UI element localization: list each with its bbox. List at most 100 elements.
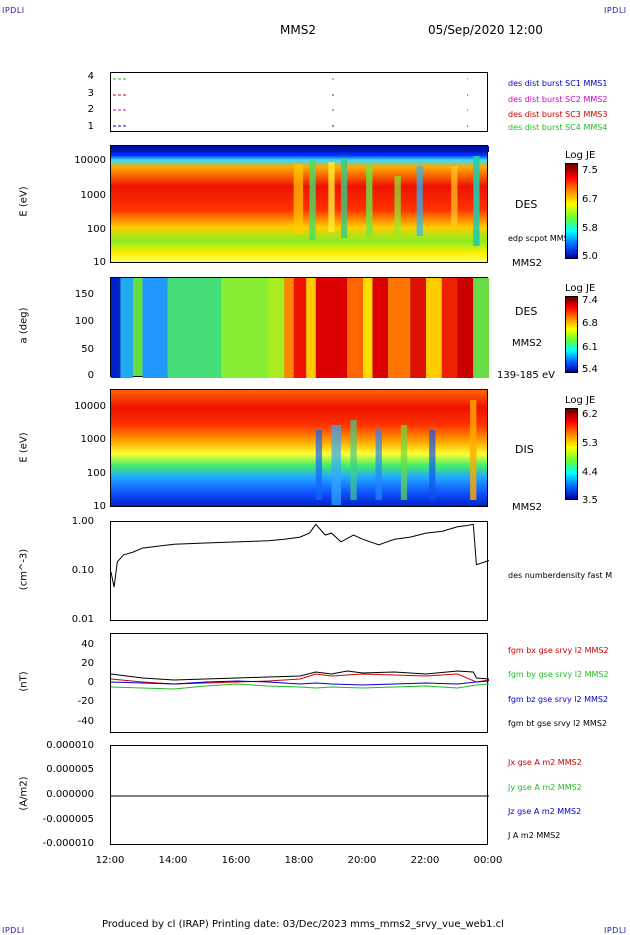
legend-burst-sc1: des dist burst SC1 MMS1 xyxy=(508,79,608,88)
y-tick: -20 xyxy=(77,696,94,707)
corner-label-bl: IPDLI xyxy=(2,926,25,935)
burst-markers xyxy=(113,78,468,127)
pitch-stripe xyxy=(473,278,489,378)
spectrogram-band xyxy=(416,166,423,236)
panel-label-mms2: MMS2 xyxy=(512,502,542,513)
pitch-stripe xyxy=(426,278,442,378)
panel-density xyxy=(110,521,490,621)
legend-burst-sc4: des dist burst SC4 MMS4 xyxy=(508,123,608,132)
x-tick: 12:00 xyxy=(95,855,125,866)
x-tick: 20:00 xyxy=(347,855,377,866)
pitch-stripe xyxy=(120,278,134,378)
pitch-stripe xyxy=(347,278,363,378)
panel-des-energy xyxy=(110,145,489,263)
bfield-plot xyxy=(110,670,490,690)
series-line xyxy=(110,523,490,588)
pitch-stripe xyxy=(457,278,474,378)
legend-jz: Jz gse A m2 MMS2 xyxy=(508,807,582,816)
colorbar-title: Log JE xyxy=(565,395,596,406)
pitch-stripe xyxy=(410,278,426,378)
y-tick: 10 xyxy=(93,501,106,512)
colorbar-tick: 3.5 xyxy=(582,495,598,506)
y-tick: 10 xyxy=(93,257,106,268)
spectrogram-band xyxy=(340,158,348,238)
spectrogram-band xyxy=(328,162,335,232)
spectrogram-band xyxy=(309,160,316,240)
spectrogram-band xyxy=(315,430,323,500)
y-tick: 0.000010 xyxy=(46,740,94,751)
chart-date: 05/Sep/2020 12:00 xyxy=(428,23,543,37)
y-axis-label: (nT) xyxy=(18,671,30,692)
legend-bt: fgm bt gse srvy l2 MMS2 xyxy=(508,719,607,728)
colorbar-tick: 4.4 xyxy=(582,467,598,478)
corner-label-tl: IPDLI xyxy=(2,6,25,15)
colorbar-tick: 6.2 xyxy=(582,409,598,420)
y-tick: 3 xyxy=(87,88,94,99)
y-axis-label: (cm^-3) xyxy=(18,548,30,591)
spectrogram-band xyxy=(111,146,489,152)
colorbar-tick: 6.8 xyxy=(582,318,598,329)
pitch-stripe xyxy=(306,278,316,378)
y-tick: 50 xyxy=(81,344,94,355)
x-tick: 22:00 xyxy=(410,855,440,866)
panel-current xyxy=(110,745,489,845)
colorbar-tick: 7.5 xyxy=(582,165,598,176)
dis-energy-spectrogram xyxy=(315,400,477,505)
y-tick: 0.01 xyxy=(71,614,94,625)
current-plot xyxy=(111,795,489,797)
spectrogram-band xyxy=(331,425,341,505)
legend-j: J A m2 MMS2 xyxy=(508,831,561,840)
colorbar-tick: 5.8 xyxy=(582,223,598,234)
panel-label-scpot: edp scpot MMS2 xyxy=(508,234,574,243)
y-tick: 4 xyxy=(87,71,94,82)
y-tick: 40 xyxy=(81,639,94,650)
legend-by: fgm by gse srvy l2 MMS2 xyxy=(508,670,609,679)
y-tick: 10000 xyxy=(74,155,106,166)
colorbar xyxy=(565,163,578,259)
legend-burst-sc3: des dist burst SC3 MMS3 xyxy=(508,110,608,119)
y-axis-label: a (deg) xyxy=(18,307,30,344)
pitch-stripe xyxy=(167,278,222,378)
pitch-stripe xyxy=(388,278,411,378)
y-tick: 150 xyxy=(74,289,94,300)
series-line xyxy=(110,683,490,690)
y-tick: 1000 xyxy=(80,434,106,445)
pitch-stripe xyxy=(111,278,121,378)
colorbar-tick: 5.3 xyxy=(582,438,598,449)
y-tick: 0.10 xyxy=(71,565,94,576)
series-line xyxy=(110,680,490,686)
spectrogram-band xyxy=(293,164,304,234)
y-tick: 100 xyxy=(86,468,106,479)
pitch-stripe xyxy=(268,278,285,378)
y-tick: 10000 xyxy=(74,401,106,412)
x-tick: 00:00 xyxy=(473,855,503,866)
chart-title: MMS2 xyxy=(280,23,316,37)
des-energy-spectrogram xyxy=(111,146,489,246)
legend-burst-sc2: des dist burst SC2 MMS2 xyxy=(508,95,608,104)
y-tick: 1.00 xyxy=(71,516,94,527)
y-tick: 2 xyxy=(87,104,94,115)
density-plot xyxy=(110,523,490,588)
colorbar-tick: 6.7 xyxy=(582,194,598,205)
panel-label-mms2: MMS2 xyxy=(512,338,542,349)
corner-label-tr: IPDLI xyxy=(604,6,627,15)
spectrogram-band xyxy=(429,430,436,500)
des-pitch-spectrogram xyxy=(111,278,489,378)
y-tick: 20 xyxy=(81,658,94,669)
colorbar-tick: 5.4 xyxy=(582,364,598,375)
colorbar xyxy=(565,408,578,500)
legend-jx: Jx gse A m2 MMS2 xyxy=(508,758,582,767)
spectrogram-band xyxy=(473,156,480,246)
colorbar-tick: 6.1 xyxy=(582,342,598,353)
colorbar xyxy=(565,296,578,373)
spectrogram-band xyxy=(470,400,477,500)
colorbar-tick: 7.4 xyxy=(582,295,598,306)
panel-bfield xyxy=(110,633,490,733)
colorbar-title: Log JE xyxy=(565,150,596,161)
spectrogram-band xyxy=(366,166,373,236)
legend-bz: fgm bz gse srvy l2 MMS2 xyxy=(508,695,609,704)
pitch-stripe xyxy=(284,278,294,378)
legend-jy: Jy gse A m2 MMS2 xyxy=(508,783,582,792)
x-tick: 18:00 xyxy=(284,855,314,866)
spectrogram-band xyxy=(394,176,401,236)
